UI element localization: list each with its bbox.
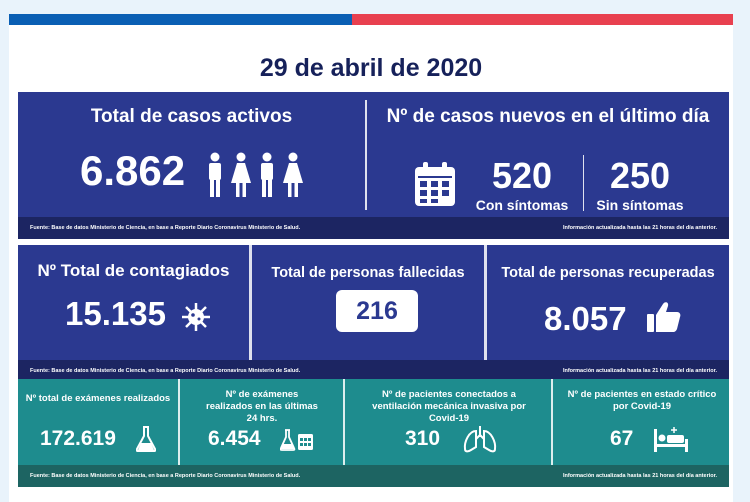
new-cases-title: Nº de casos nuevos en el último día <box>386 106 710 127</box>
ventilation-title: Nº de pacientes conectados a ventilación… <box>372 389 526 424</box>
hospital-bed-icon <box>654 427 688 452</box>
flag-stripe-blue <box>9 14 352 25</box>
ventilation-value: 310 <box>405 427 441 450</box>
deceased-title: Total de personas fallecidas <box>271 265 465 281</box>
without-symptoms-label: Sin síntomas <box>596 197 684 213</box>
calendar-icon <box>415 162 455 206</box>
infected-title: Nº Total de contagiados <box>37 261 230 280</box>
row3-update-note: Información actualizada hasta las 21 hor… <box>562 473 717 479</box>
active-cases-title: Total de casos activos <box>90 106 293 127</box>
row3-divider-3 <box>551 379 553 465</box>
flask-calendar-icon <box>280 429 313 451</box>
critical-title: Nº de pacientes en estado crítico por Co… <box>567 389 717 412</box>
exams-24h-title: Nº de exámenes realizados en las últimas… <box>206 389 318 424</box>
row2-update-note: Información actualizada hasta las 21 hor… <box>562 368 717 374</box>
virus-icon <box>182 303 210 331</box>
row2-divider-1 <box>249 245 252 360</box>
active-cases-value: 6.862 <box>80 147 186 194</box>
report-date: 29 de abril de 2020 <box>259 54 483 82</box>
new-cases-divider <box>583 155 584 211</box>
recovered-title: Total de personas recuperadas <box>501 265 715 281</box>
lungs-icon <box>463 426 497 453</box>
row1-source-note: Fuente: Base de datos Ministerio de Cien… <box>30 225 301 231</box>
flag-stripe-red <box>352 14 733 25</box>
row3-divider-1 <box>178 379 180 465</box>
row3-footer: Fuente: Base de datos Ministerio de Cien… <box>18 465 729 487</box>
row3-panel: Nº total de exámenes realizados 172.619 … <box>18 379 729 487</box>
row3-source-note: Fuente: Base de datos Ministerio de Cien… <box>30 473 301 479</box>
exams-total-value: 172.619 <box>40 427 116 450</box>
row1-footer: Fuente: Base de datos Ministerio de Cien… <box>18 217 729 239</box>
deceased-value: 216 <box>336 290 418 332</box>
row2-divider-2 <box>484 245 487 360</box>
infographic-card: 29 de abril de 2020 Total de casos activ… <box>9 14 733 502</box>
row1-update-note: Información actualizada hasta las 21 hor… <box>562 225 717 231</box>
recovered-value: 8.057 <box>544 300 627 337</box>
with-symptoms-value: 520 <box>491 155 553 196</box>
row2-panel: Nº Total de contagiados 15.135 Total de … <box>18 245 729 382</box>
row1-panel: Total de casos activos 6.862 <box>18 92 729 239</box>
row2-footer: Fuente: Base de datos Ministerio de Cien… <box>18 360 729 382</box>
row2-source-note: Fuente: Base de datos Ministerio de Cien… <box>30 368 301 374</box>
exams-total-title: Nº total de exámenes realizados <box>25 393 171 404</box>
flask-icon <box>136 426 156 452</box>
thumbs-up-icon <box>647 302 681 332</box>
critical-value: 67 <box>610 427 634 450</box>
row1-divider <box>365 100 367 210</box>
with-symptoms-label: Con síntomas <box>475 197 569 213</box>
people-icon <box>209 152 303 197</box>
exams-24h-value: 6.454 <box>208 427 261 450</box>
infected-value: 15.135 <box>65 295 166 332</box>
without-symptoms-value: 250 <box>609 155 671 196</box>
row3-divider-2 <box>343 379 345 465</box>
